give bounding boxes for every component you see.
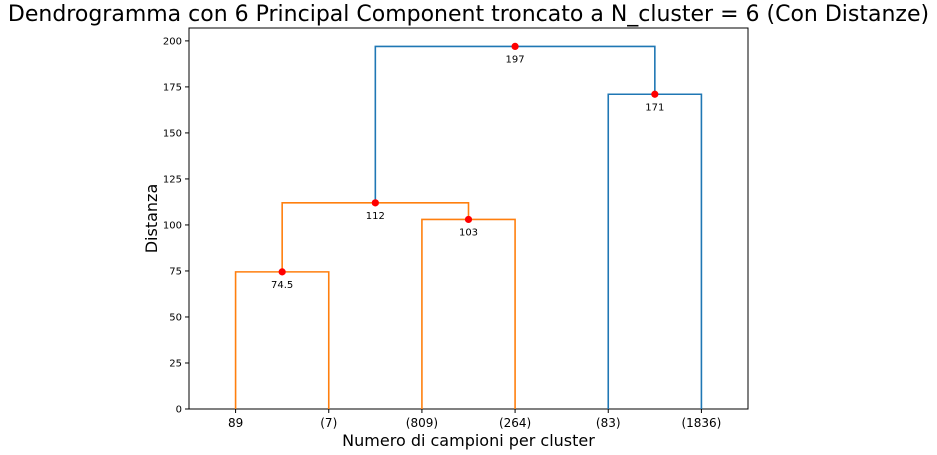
x-tick-label: (1836) [681, 416, 721, 430]
y-tick-label: 75 [169, 266, 182, 277]
chart-title: Dendrogramma con 6 Principal Component t… [7, 2, 930, 27]
dendrogram-link [607, 93, 703, 409]
merge-distance-label: 103 [459, 227, 478, 238]
y-tick-label: 200 [163, 36, 182, 47]
merge-distance-label: 197 [506, 54, 525, 65]
merge-distance-label: 171 [645, 102, 664, 113]
dendrogram-link [421, 218, 516, 409]
merge-distance-label: 74.5 [271, 280, 293, 291]
y-tick-label: 0 [176, 405, 182, 416]
x-tick-label: 89 [228, 416, 243, 430]
x-tick-label: (264) [499, 416, 531, 430]
dendrogram-link [234, 271, 330, 409]
merge-markers: 74.5 103 112 171 197 [271, 42, 664, 291]
merge-point [371, 199, 379, 207]
dendrogram-link [374, 45, 656, 203]
y-tick-label: 150 [163, 128, 182, 139]
x-axis-label: Numero di campioni per cluster [342, 431, 595, 450]
x-tick-label: (7) [320, 416, 337, 430]
merge-distance-label: 112 [366, 211, 385, 222]
merge-point [511, 42, 519, 51]
merge-point [464, 215, 473, 224]
x-tick-label: (83) [596, 416, 621, 430]
y-tick-label: 50 [169, 312, 182, 323]
y-tick-label: 100 [163, 220, 182, 231]
x-axis: 89 (7) (809) (264) (83) (1836) [228, 409, 721, 430]
x-tick-label: (809) [406, 416, 438, 430]
plot-area [188, 27, 749, 410]
y-axis-label: Distanza [142, 184, 161, 254]
merge-point [651, 90, 659, 98]
y-tick-label: 25 [169, 358, 182, 369]
y-axis: 0 25 50 75 100 125 150 175 200 [163, 36, 189, 416]
y-tick-label: 125 [163, 174, 182, 185]
merge-point [278, 268, 286, 276]
y-tick-label: 175 [163, 82, 182, 93]
